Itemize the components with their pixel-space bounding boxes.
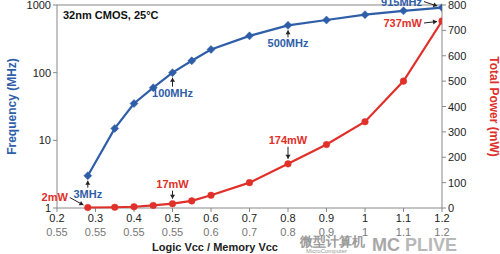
- annotation-arrowhead: [433, 19, 437, 24]
- annotation: 500MHz: [268, 37, 309, 49]
- y-tick: [53, 72, 57, 73]
- y-tick-label: 1000: [27, 0, 51, 11]
- annotation-arrowhead: [170, 78, 175, 82]
- series-point: [188, 57, 196, 65]
- series-line: [88, 8, 442, 176]
- y2-tick: [442, 5, 446, 6]
- annotation: 737mW: [383, 17, 422, 29]
- y2-tick: [442, 157, 446, 158]
- y2-tick: [442, 182, 446, 183]
- y2-tick-label: 600: [448, 50, 466, 62]
- annotation: 3MHz: [73, 188, 102, 200]
- chart-title: 32nm CMOS, 25°C: [63, 9, 159, 21]
- annotation: 915MHz: [381, 0, 422, 8]
- x-tick-label: 0.8: [280, 212, 295, 224]
- x-tick-label: 0.5: [165, 212, 180, 224]
- y2-tick-label: 400: [448, 101, 466, 113]
- y-tick-label: 100: [33, 67, 51, 79]
- series-point: [285, 161, 292, 168]
- x-tick-label: 1.1: [396, 212, 411, 224]
- series-point: [150, 202, 157, 209]
- annotation: 2mW: [42, 191, 69, 203]
- annotation: 100MHz: [152, 87, 193, 99]
- watermark: 微型计算机: [299, 234, 365, 249]
- y2-tick-label: 800: [448, 0, 466, 11]
- y2-tick: [442, 30, 446, 31]
- watermark: PLIVE: [405, 235, 457, 254]
- annotation-arrowhead: [79, 201, 84, 205]
- chart: 0.20.30.40.50.60.70.80.911.11.20.550.550…: [0, 0, 500, 254]
- y-tick: [53, 208, 57, 209]
- x2-tick-label: 0.55: [46, 226, 67, 238]
- y-axis-title: Frequency (MHz): [5, 58, 19, 155]
- series-point: [208, 192, 215, 199]
- x-tick-label: 1: [362, 212, 368, 224]
- annotation-arrowhead: [433, 2, 438, 7]
- x2-tick-label: 0.8: [280, 226, 295, 238]
- y2-tick: [442, 55, 446, 56]
- series-point: [207, 45, 215, 53]
- y2-tick-label: 200: [448, 151, 466, 163]
- annotation-arrowhead: [85, 181, 90, 185]
- x-tick-label: 0.9: [319, 212, 334, 224]
- y-tick: [53, 5, 57, 6]
- x2-tick-label: 0.6: [203, 226, 218, 238]
- series-point: [246, 179, 253, 186]
- series-point: [438, 4, 442, 12]
- y2-tick-label: 700: [448, 24, 466, 36]
- series-point: [169, 69, 177, 77]
- x2-tick-label: 0.55: [123, 226, 144, 238]
- y2-tick-label: 500: [448, 75, 466, 87]
- annotation-arrow: [70, 197, 84, 205]
- x-tick-label: 0.3: [88, 212, 103, 224]
- y2-axis-title: Total Power (mW): [487, 56, 500, 156]
- x2-tick-label: 0.7: [242, 226, 257, 238]
- series-point: [323, 141, 330, 148]
- y-tick: [53, 140, 57, 141]
- x-tick-label: 0.6: [203, 212, 218, 224]
- x-tick-label: 0.4: [126, 212, 141, 224]
- watermark: MicroComputer: [306, 248, 347, 254]
- series-point: [400, 78, 407, 85]
- series-point: [439, 18, 442, 25]
- y-tick-label: 1: [45, 202, 51, 214]
- y2-tick: [442, 81, 446, 82]
- series-point: [85, 204, 92, 211]
- annotation-arrowhead: [286, 155, 291, 159]
- series-point: [111, 204, 118, 211]
- x2-tick-label: 0.55: [162, 226, 183, 238]
- series-point: [246, 32, 254, 40]
- y2-tick-label: 100: [448, 177, 466, 189]
- y2-tick-label: 0: [448, 202, 454, 214]
- series-point: [362, 118, 369, 125]
- watermark: MC: [372, 235, 400, 254]
- series-point: [323, 16, 331, 24]
- plot-frame: [57, 5, 442, 208]
- y2-tick-label: 300: [448, 126, 466, 138]
- x2-tick-label: 0.55: [85, 226, 106, 238]
- x-axis-title: Logic Vcc / Memory Vcc: [152, 241, 278, 253]
- y2-tick: [442, 131, 446, 132]
- annotation-arrowhead: [286, 30, 291, 34]
- x-tick-label: 0.2: [49, 212, 64, 224]
- series-point: [131, 203, 138, 210]
- annotation: 17mW: [156, 178, 189, 190]
- annotation: 174mW: [269, 134, 308, 146]
- y2-tick: [442, 208, 446, 209]
- series-point: [130, 100, 138, 108]
- y2-tick: [442, 106, 446, 107]
- x-tick-label: 0.7: [242, 212, 257, 224]
- series-point: [111, 124, 119, 132]
- y-tick-label: 10: [39, 134, 51, 146]
- series-point: [169, 200, 176, 207]
- series-point: [400, 7, 408, 15]
- series-point: [84, 172, 92, 180]
- annotation-arrowhead: [170, 195, 175, 199]
- series-point: [188, 198, 195, 205]
- series-point: [284, 21, 292, 29]
- plot-marks: [84, 4, 442, 211]
- series-point: [361, 11, 369, 19]
- series-line: [88, 21, 442, 208]
